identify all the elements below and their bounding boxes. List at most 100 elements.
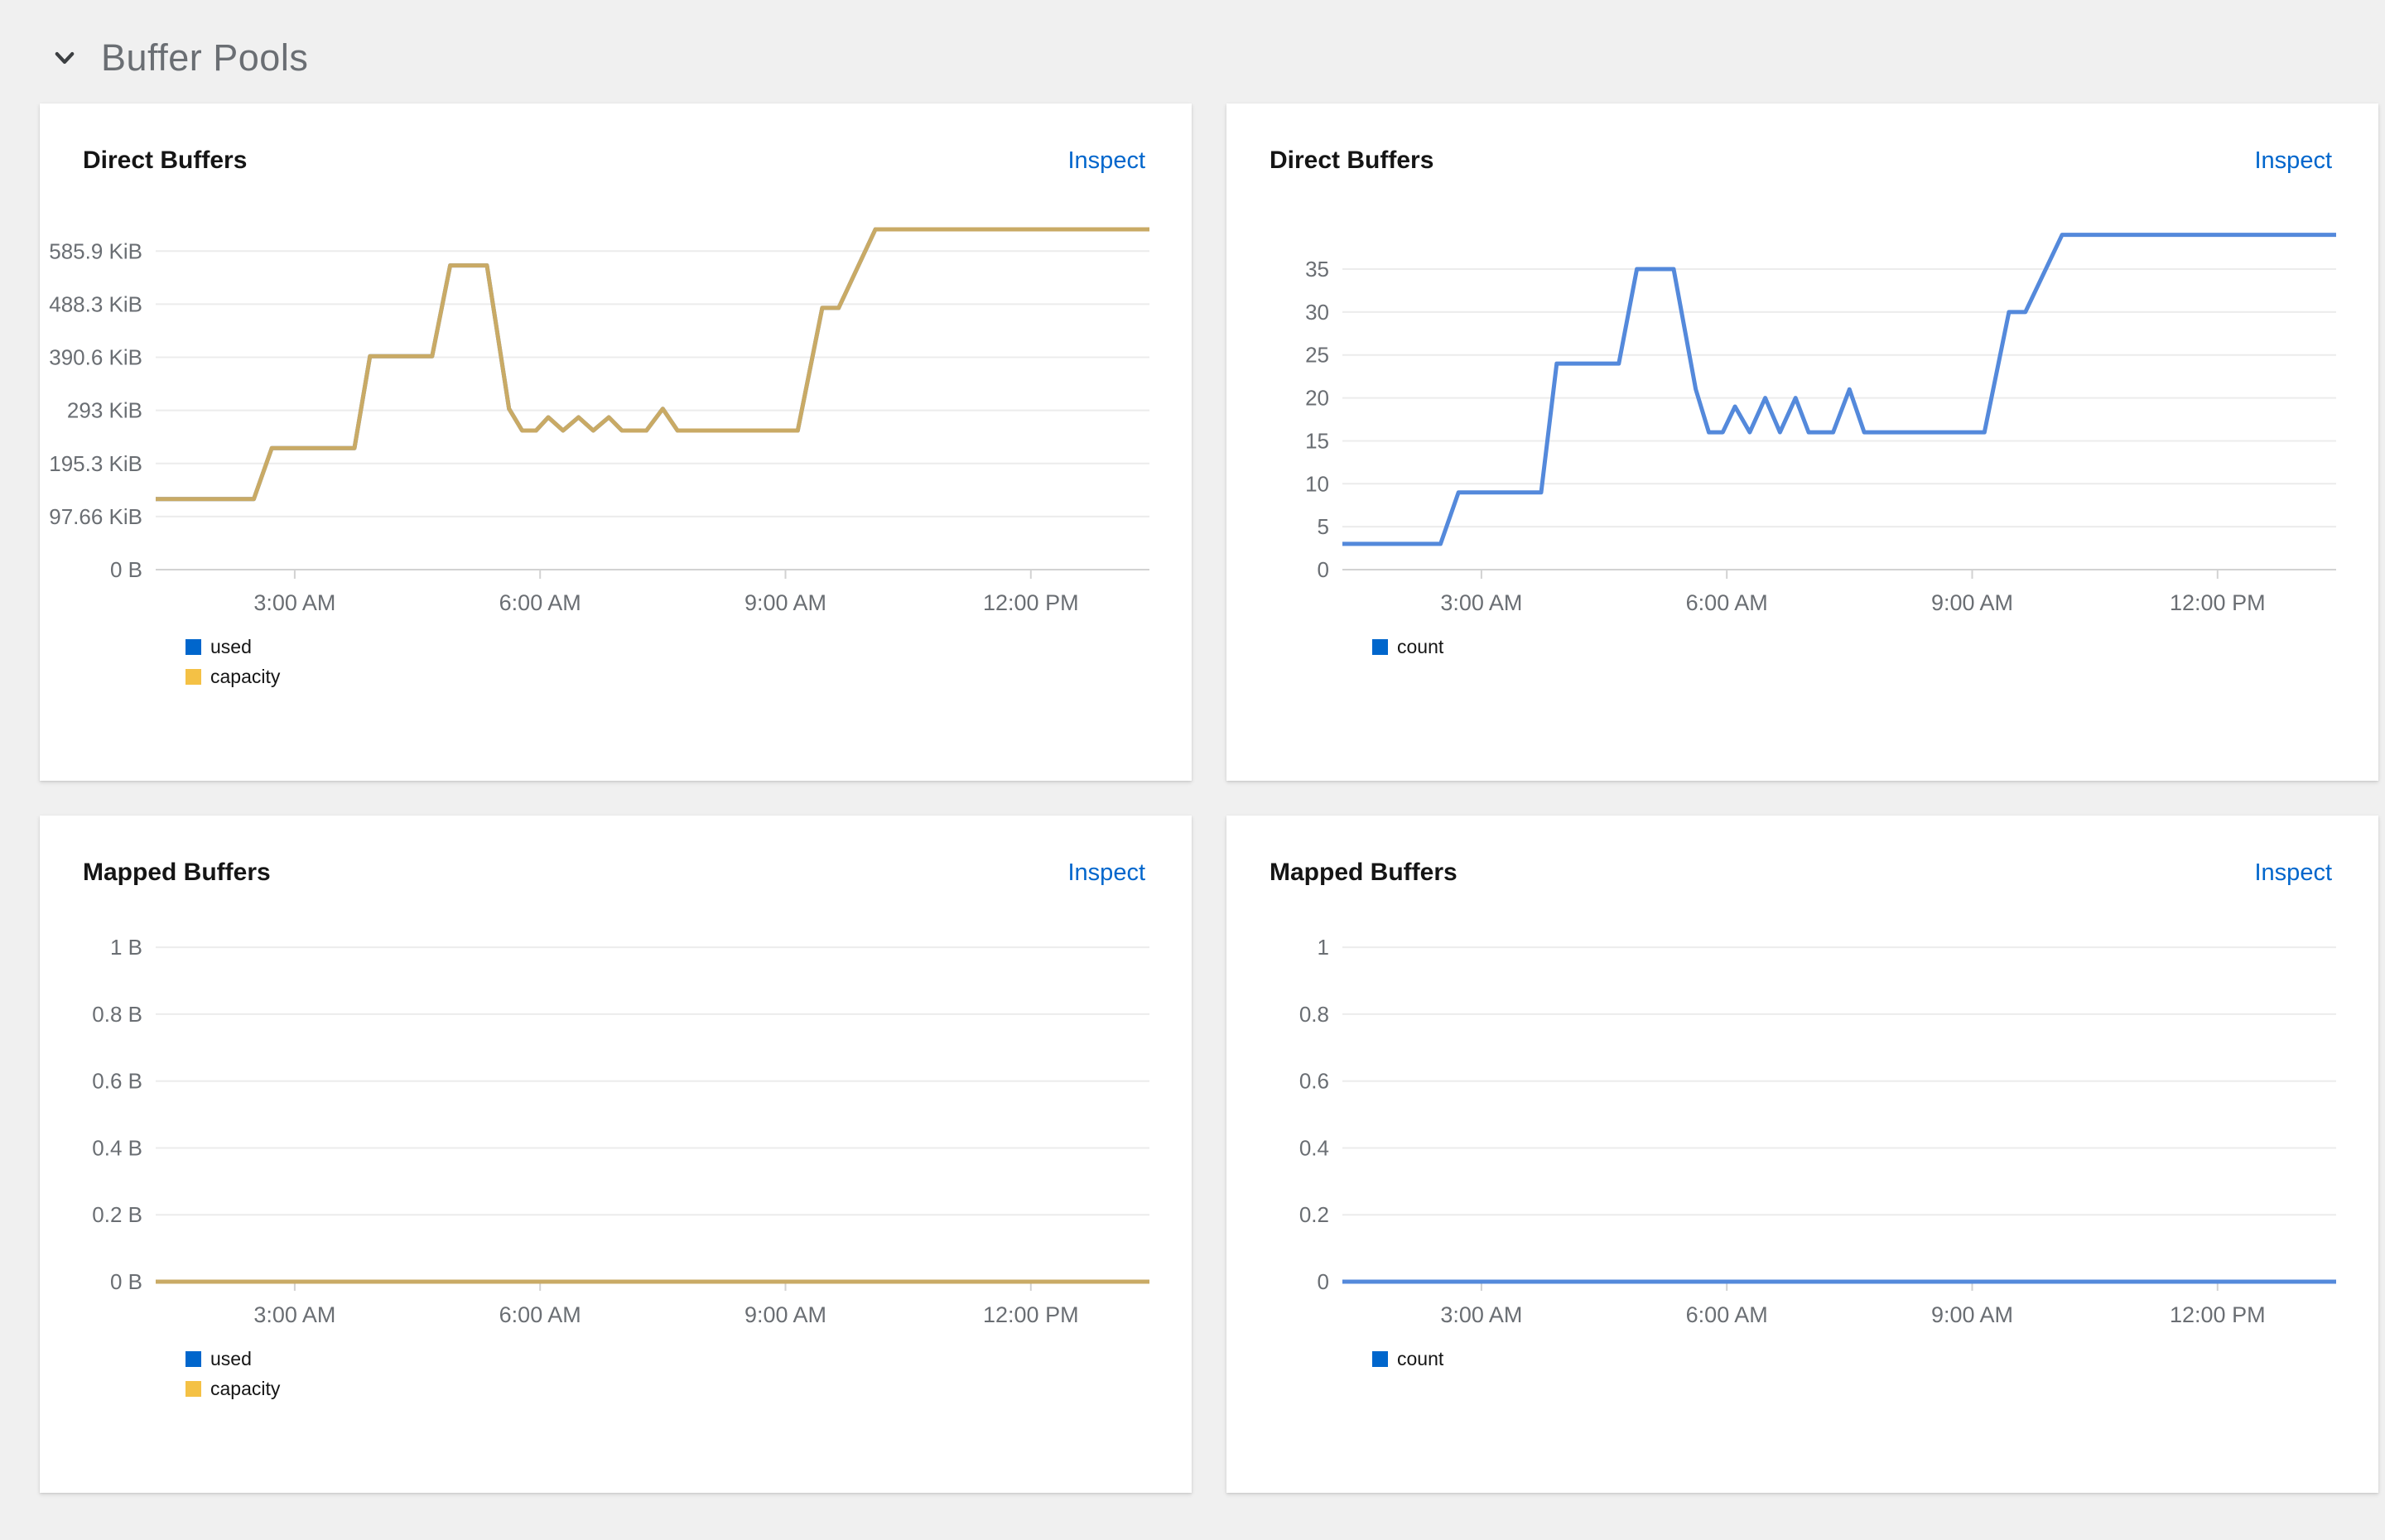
svg-text:195.3 KiB: 195.3 KiB — [49, 451, 142, 476]
mapped-buffers-memory-chart: 0 B 0.2 B 0.4 B 0.6 B 0.8 B 1 B 3:00 AM 6:00 AM… — [40, 895, 1192, 1346]
svg-text:97.66 KiB: 97.66 KiB — [49, 504, 142, 529]
svg-text:3:00 AM: 3:00 AM — [253, 1302, 335, 1327]
svg-text:3:00 AM: 3:00 AM — [253, 590, 335, 615]
svg-text:0.8 B: 0.8 B — [92, 1002, 142, 1027]
svg-text:5: 5 — [1318, 514, 1329, 539]
grid-lines — [1342, 947, 2336, 1291]
svg-text:12:00 PM: 12:00 PM — [983, 590, 1079, 615]
svg-text:6:00 AM: 6:00 AM — [1686, 590, 1768, 615]
svg-text:12:00 PM: 12:00 PM — [2170, 1302, 2266, 1327]
card-mapped-buffers-count: Mapped Buffers Inspect 00.20.40.60.813:0… — [1226, 816, 2378, 1493]
chevron-down-icon — [51, 44, 79, 72]
svg-text:9:00 AM: 9:00 AM — [744, 590, 826, 615]
svg-text:15: 15 — [1305, 428, 1329, 453]
direct-buffers-count-chart: 0 5 10 15 20 25 30 35 3:00 AM 6:00 AM 9:00 AM 12:00… — [1226, 183, 2378, 634]
svg-text:488.3 KiB: 488.3 KiB — [49, 291, 142, 316]
inspect-link[interactable]: Inspect — [2255, 859, 2333, 887]
svg-text:3:00 AM: 3:00 AM — [1440, 1302, 1522, 1327]
svg-text:10: 10 — [1305, 471, 1329, 496]
svg-text:585.9 KiB: 585.9 KiB — [49, 238, 142, 263]
x-axis-labels: 3:00 AM 6:00 AM 9:00 AM 12:00 PM — [253, 1302, 1078, 1327]
card-title: Mapped Buffers — [83, 859, 271, 887]
svg-text:6:00 AM: 6:00 AM — [1686, 1302, 1768, 1327]
legend-item-capacity: capacity — [186, 1378, 1192, 1399]
legend-item-used: used — [186, 636, 1192, 657]
mapped-buffers-count-chart: 00.20.40.60.813:00 AM6:00 AM9:00 AM12:00… — [1226, 895, 2378, 1346]
section-header: Buffer Pools — [0, 0, 2385, 83]
svg-text:0: 0 — [1318, 557, 1329, 582]
grid-lines — [156, 947, 1149, 1291]
card-title: Mapped Buffers — [1270, 859, 1458, 887]
x-axis-labels: 3:00 AM6:00 AM9:00 AM12:00 PM — [1440, 1302, 2265, 1327]
legend-marker-count — [1372, 1351, 1388, 1367]
svg-text:12:00 PM: 12:00 PM — [983, 1302, 1079, 1327]
svg-text:1: 1 — [1318, 935, 1329, 960]
grid-lines — [1342, 269, 2336, 579]
svg-text:30: 30 — [1305, 300, 1329, 325]
svg-text:0.6 B: 0.6 B — [92, 1069, 142, 1094]
series-line-used — [156, 229, 1149, 499]
legend-label: capacity — [210, 1378, 280, 1400]
legend-marker-used — [186, 639, 201, 655]
chart-legend: count — [1372, 636, 2378, 657]
svg-text:0.2: 0.2 — [1299, 1202, 1329, 1227]
card-header: Mapped Buffers Inspect — [40, 816, 1192, 895]
direct-buffers-memory-chart: 0 B97.66 KiB195.3 KiB293 KiB390.6 KiB488… — [40, 183, 1192, 634]
y-axis-labels: 00.20.40.60.81 — [1299, 935, 1329, 1294]
svg-text:0.2 B: 0.2 B — [92, 1202, 142, 1227]
svg-text:0 B: 0 B — [110, 1269, 142, 1294]
series-line-capacity — [156, 229, 1149, 499]
legend-marker-capacity — [186, 669, 201, 685]
svg-text:390.6 KiB: 390.6 KiB — [49, 345, 142, 370]
x-axis-labels: 3:00 AM 6:00 AM 9:00 AM 12:00 PM — [1440, 590, 2265, 615]
y-axis-labels: 0 B 0.2 B 0.4 B 0.6 B 0.8 B 1 B — [92, 935, 142, 1294]
section-title: Buffer Pools — [101, 36, 308, 79]
legend-label: count — [1397, 636, 1443, 658]
inspect-link[interactable]: Inspect — [1068, 859, 1146, 887]
card-direct-buffers-memory: Direct Buffers Inspect 0 B97.66 KiB195.3… — [40, 103, 1192, 781]
svg-text:12:00 PM: 12:00 PM — [2170, 590, 2266, 615]
legend-item-capacity: capacity — [186, 666, 1192, 687]
chart-legend: used capacity — [186, 636, 1192, 687]
legend-marker-used — [186, 1351, 201, 1367]
card-direct-buffers-count: Direct Buffers Inspect 0 5 10 15 20 25 30 35 3:0… — [1226, 103, 2378, 781]
legend-label: count — [1397, 1348, 1443, 1370]
svg-text:0: 0 — [1318, 1269, 1329, 1294]
chart-legend: count — [1372, 1348, 2378, 1369]
inspect-link[interactable]: Inspect — [1068, 147, 1146, 175]
card-title: Direct Buffers — [1270, 147, 1433, 175]
svg-text:293 KiB: 293 KiB — [67, 398, 142, 423]
card-header: Mapped Buffers Inspect — [1226, 816, 2378, 895]
y-axis-labels: 0 5 10 15 20 25 30 35 — [1305, 257, 1329, 582]
svg-text:25: 25 — [1305, 343, 1329, 368]
legend-label: capacity — [210, 666, 280, 688]
grid-lines — [156, 251, 1149, 579]
card-mapped-buffers-memory: Mapped Buffers Inspect 0 B 0.2 B 0.4 B 0.6 … — [40, 816, 1192, 1493]
svg-text:3:00 AM: 3:00 AM — [1440, 590, 1522, 615]
svg-text:0.6: 0.6 — [1299, 1069, 1329, 1094]
svg-text:9:00 AM: 9:00 AM — [1931, 590, 2013, 615]
cards-grid: Direct Buffers Inspect 0 B 97.66 KiB 195.3… — [0, 83, 2385, 1493]
inspect-link[interactable]: Inspect — [2255, 147, 2333, 175]
x-axis-labels: 3:00 AM 6:00 AM 9:00 AM 12:00 PM — [253, 590, 1078, 615]
legend-marker-capacity — [186, 1381, 201, 1397]
series-line-count — [1342, 235, 2336, 544]
section-collapse-toggle[interactable] — [48, 41, 81, 75]
card-header: Direct Buffers Inspect — [40, 103, 1192, 183]
svg-text:6:00 AM: 6:00 AM — [499, 590, 581, 615]
svg-text:6:00 AM: 6:00 AM — [499, 1302, 581, 1327]
legend-marker-count — [1372, 639, 1388, 655]
card-title: Direct Buffers — [83, 147, 247, 175]
svg-text:35: 35 — [1305, 257, 1329, 282]
legend-item-count: count — [1372, 1348, 2378, 1369]
svg-text:20: 20 — [1305, 386, 1329, 411]
legend-label: used — [210, 636, 252, 658]
chart-legend: used capacity — [186, 1348, 1192, 1399]
svg-text:1 B: 1 B — [110, 935, 142, 960]
svg-text:0.8: 0.8 — [1299, 1002, 1329, 1027]
card-header: Direct Buffers Inspect — [1226, 103, 2378, 183]
svg-text:0.4 B: 0.4 B — [92, 1135, 142, 1160]
legend-item-count: count — [1372, 636, 2378, 657]
legend-item-used: used — [186, 1348, 1192, 1369]
svg-text:9:00 AM: 9:00 AM — [744, 1302, 826, 1327]
